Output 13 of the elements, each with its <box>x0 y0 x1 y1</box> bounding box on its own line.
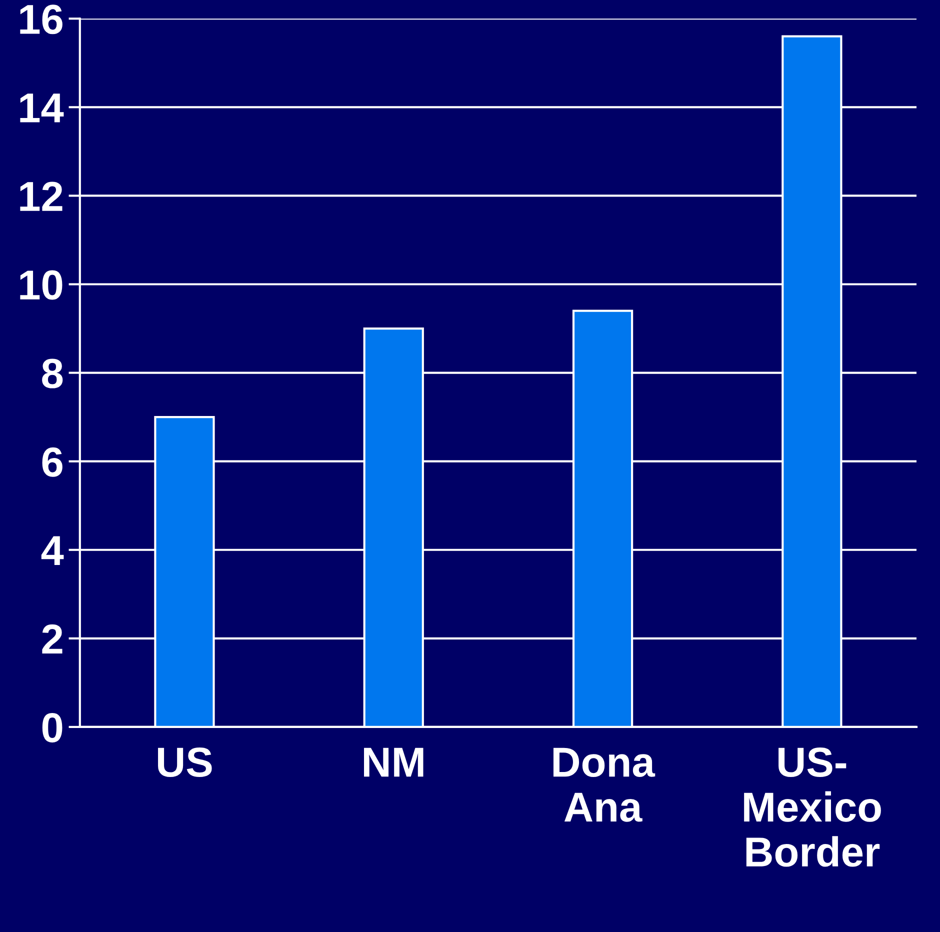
x-tick-label: NM <box>364 748 424 777</box>
x-tick-label: Dona Ana <box>553 748 656 822</box>
y-tick-label: 12 <box>20 182 62 211</box>
y-tick-label: 0 <box>42 712 62 742</box>
y-tick-label: 4 <box>41 536 64 565</box>
y-tick-label: 6 <box>42 447 62 477</box>
y-tick-label: 16 <box>20 4 62 34</box>
y-tick-label: 14 <box>20 94 64 122</box>
y-tick-label: 8 <box>42 358 63 388</box>
y-tick-label: 10 <box>20 270 62 300</box>
x-tick-label: US- Mexico Border <box>744 748 881 867</box>
x-tick-label: US <box>158 748 212 778</box>
y-tick-label: 2 <box>42 624 62 654</box>
